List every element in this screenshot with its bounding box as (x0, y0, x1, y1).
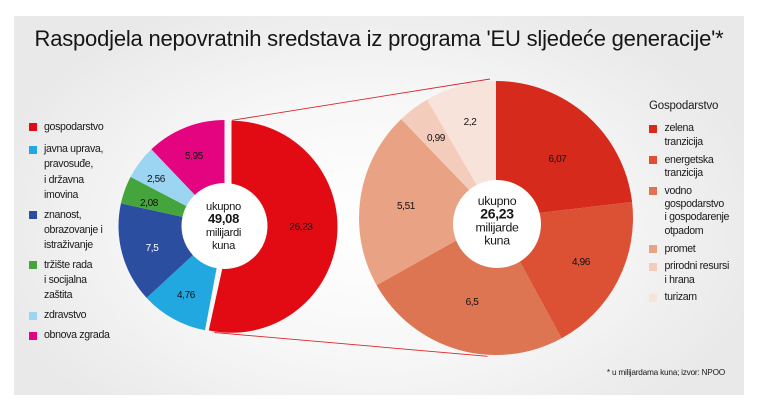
svg-text:ukupno: ukupno (478, 194, 517, 208)
svg-text:2,2: 2,2 (464, 117, 478, 128)
svg-text:4,96: 4,96 (572, 257, 591, 268)
svg-text:26,23: 26,23 (289, 222, 313, 233)
svg-text:5,95: 5,95 (185, 151, 204, 162)
svg-text:0,99: 0,99 (427, 133, 446, 144)
svg-text:2,56: 2,56 (147, 174, 166, 185)
svg-text:6,5: 6,5 (466, 297, 480, 308)
svg-text:4,76: 4,76 (177, 290, 196, 301)
svg-text:kuna: kuna (484, 234, 510, 248)
svg-text:ukupno: ukupno (206, 201, 241, 213)
svg-text:49,08: 49,08 (208, 211, 239, 226)
svg-text:milijarde: milijarde (475, 221, 519, 235)
svg-text:5,51: 5,51 (397, 201, 416, 212)
svg-text:6,07: 6,07 (548, 154, 567, 165)
svg-text:26,23: 26,23 (480, 206, 514, 222)
svg-text:7,5: 7,5 (146, 243, 160, 254)
svg-text:2,08: 2,08 (140, 198, 159, 209)
svg-text:milijardi: milijardi (206, 227, 241, 239)
svg-text:kuna: kuna (212, 240, 236, 252)
